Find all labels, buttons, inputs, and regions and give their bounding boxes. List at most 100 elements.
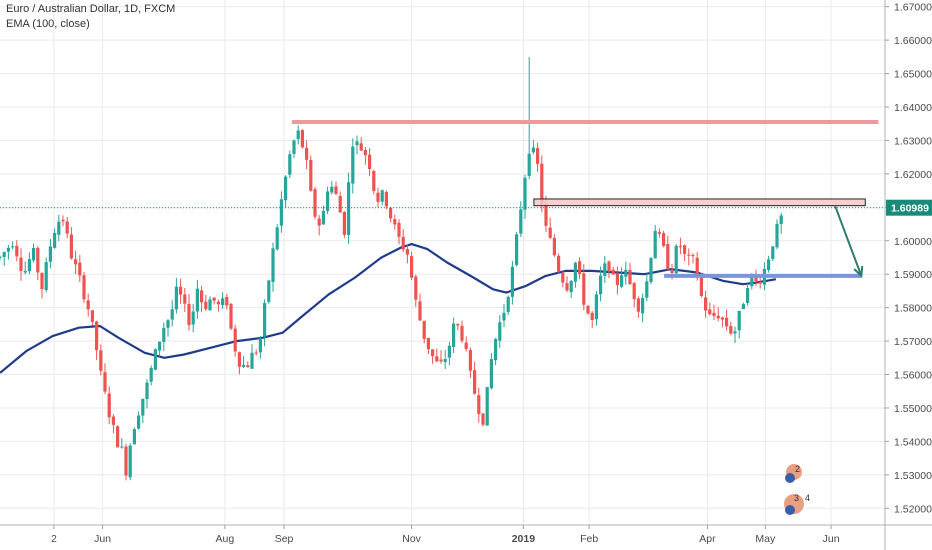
event-badge-count: 2 [795, 464, 800, 474]
y-tick-label: 1.62000 [894, 169, 932, 181]
event-flag-icon [785, 473, 795, 483]
candle-body [321, 210, 325, 225]
candle-body [498, 322, 502, 341]
x-tick-label: Aug [216, 533, 235, 545]
candle-body [153, 349, 157, 370]
event-badge-count: 3 [794, 493, 799, 503]
price-axis[interactable]: 1.67000 1.66000 1.65000 1.64000 1.63000 1.620… [884, 0, 932, 550]
y-tick-label: 1.57000 [894, 336, 932, 348]
candle-body [221, 298, 225, 306]
candle-body [216, 301, 220, 305]
candle-body [242, 364, 246, 367]
candle-body [32, 248, 36, 261]
y-tick-label: 1.58000 [894, 303, 932, 315]
candle-body [44, 262, 48, 291]
candle-body [208, 299, 212, 311]
candle-body [397, 222, 401, 237]
ema-layer [0, 243, 777, 374]
time-axis[interactable]: 2 Jun Aug Sep Nov 2019 Feb Apr May Jun [0, 524, 932, 545]
candle-body [573, 262, 577, 282]
candle-body [195, 288, 199, 312]
x-tick-label: May [755, 533, 776, 545]
candle-body [275, 227, 279, 250]
candle-body [510, 266, 514, 297]
candle-body [40, 273, 44, 290]
candle-body [200, 290, 204, 303]
candle-body [578, 261, 582, 274]
y-tick-label: 1.63000 [894, 135, 932, 147]
candle-body [712, 312, 716, 316]
candle-body [477, 395, 481, 415]
y-tick-label: 1.54000 [894, 436, 932, 448]
candle-body [704, 297, 708, 311]
candle-body [225, 296, 229, 306]
candle-body [473, 370, 477, 394]
candle-body [485, 387, 489, 426]
candle-body [27, 259, 31, 272]
candle-body [389, 207, 393, 219]
candle-body [145, 382, 149, 400]
candle-body [300, 130, 304, 148]
candle-body [187, 303, 191, 326]
candle-body [170, 309, 174, 320]
candle-body [334, 186, 338, 195]
candle-body [48, 246, 52, 262]
candle-body [758, 281, 762, 284]
x-tick-label: Nov [402, 533, 421, 545]
candle-body [250, 352, 254, 369]
candle-body [363, 149, 367, 156]
x-tick-label: 2019 [512, 533, 536, 545]
resistance-zone-box [533, 198, 866, 207]
event-badges[interactable]: 2 3 4 [784, 464, 810, 515]
candle-body [111, 416, 115, 425]
candle-body [767, 259, 771, 271]
candle-body [61, 219, 65, 222]
candle-body [271, 248, 275, 282]
candle-body [599, 275, 603, 295]
candle-body [330, 186, 334, 193]
candle-body [624, 269, 628, 277]
candle-body [326, 191, 330, 212]
candles [0, 56, 783, 481]
x-tick-label: Jun [823, 533, 840, 545]
y-tick-label: 1.59000 [894, 269, 932, 281]
candle-body [401, 236, 405, 250]
candle-body [531, 147, 535, 153]
candle-body [233, 328, 237, 352]
candle-body [662, 233, 666, 246]
candle-body [628, 269, 632, 285]
x-tick-label: Feb [580, 533, 598, 545]
y-tick-label: 1.55000 [894, 403, 932, 415]
candle-body [569, 280, 573, 293]
candle-body [128, 445, 132, 478]
candle-body [263, 303, 267, 337]
candle-body [746, 288, 750, 303]
candle-body [691, 255, 695, 257]
candle-body [53, 232, 57, 248]
candle-body [515, 234, 519, 265]
candle-body [351, 146, 355, 184]
indicator-label: EMA (100, close) [6, 18, 90, 30]
candle-body [540, 163, 544, 205]
candle-body [594, 294, 598, 320]
candle-body [229, 303, 233, 329]
candle-body [342, 212, 346, 235]
y-tick-label: 1.53000 [894, 470, 932, 482]
candle-body [204, 301, 208, 310]
ema-line [0, 243, 777, 374]
candle-body [603, 263, 607, 276]
candle-body [590, 312, 594, 321]
candle-body [380, 190, 384, 202]
candle-body [431, 349, 435, 357]
candle-body [95, 321, 99, 351]
candle-body [279, 199, 283, 226]
candle-body [317, 218, 321, 226]
candle-body [338, 196, 342, 213]
candle-body [149, 367, 153, 382]
candle-body [527, 153, 531, 176]
candle-body [414, 276, 418, 300]
candle-body [460, 325, 464, 341]
candle-body [2, 252, 6, 258]
candle-body [36, 247, 40, 273]
